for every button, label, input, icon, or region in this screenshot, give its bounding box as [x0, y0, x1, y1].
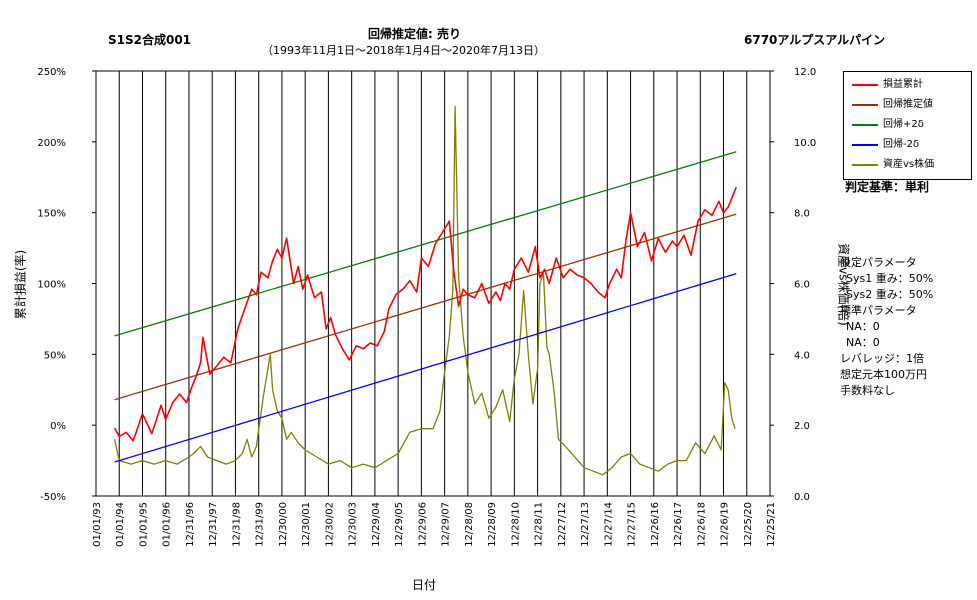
x-tick-label: 12/26/19 — [720, 502, 731, 547]
x-tick-label: 12/29/04 — [371, 502, 382, 547]
param-fee: 手数料なし — [840, 384, 895, 397]
axis-ticks: 01/01/93 01/01/94 01/01/95 01/01/96 12/31/96… — [37, 67, 816, 547]
y-right-tick-label: 10.0 — [794, 138, 816, 149]
series-line — [114, 151, 737, 337]
legend-label: 回帰+2δ — [883, 119, 924, 130]
x-tick-label: 12/30/03 — [348, 502, 359, 547]
series-line — [114, 213, 737, 401]
y-left-tick-label: 0% — [50, 421, 66, 432]
x-tick-label: 12/31/97 — [208, 502, 219, 547]
x-tick-label: 12/31/96 — [185, 502, 196, 547]
judgement-label: 判定基準：単利 — [845, 180, 930, 194]
legend-swatch — [852, 144, 878, 146]
x-tick-label: 01/01/96 — [162, 502, 173, 547]
legend-swatch — [852, 164, 878, 166]
y-right-tick-label: 12.0 — [794, 67, 816, 78]
x-tick-label: 12/26/17 — [673, 502, 684, 547]
x-tick-label: 01/01/93 — [92, 502, 103, 547]
legend-swatch — [852, 104, 878, 106]
y-right-tick-label: 8.0 — [794, 209, 810, 220]
center-title: 回帰推定値: 売り — [368, 27, 461, 41]
y-right-tick-label: 6.0 — [794, 280, 810, 291]
x-tick-label: 12/29/06 — [417, 502, 428, 547]
legend-label: 回帰推定値 — [883, 99, 933, 110]
series-line — [113, 105, 736, 476]
x-tick-label: 12/28/09 — [487, 502, 498, 547]
legend-swatch — [852, 84, 878, 86]
y-right-tick-label: 2.0 — [794, 421, 810, 432]
series-line — [113, 186, 738, 442]
y-left-tick-label: 250% — [37, 67, 66, 78]
x-tick-label: 12/29/05 — [394, 502, 405, 547]
param-na2: NA：0 — [846, 336, 880, 349]
left-title: S1S2合成001 — [108, 33, 192, 47]
y-left-tick-label: 200% — [37, 138, 66, 149]
x-tick-label: 12/31/98 — [231, 502, 242, 547]
series-line — [114, 272, 737, 463]
parameter-panel: 設定パラメータ Sys1 重み：50% Sys2 重み：50% 標準パラメータ … — [840, 255, 933, 399]
param-leverage: レバレッジ：1倍 — [840, 352, 924, 365]
param-na1: NA：0 — [846, 320, 880, 333]
legend-label: 回帰-2δ — [883, 139, 920, 150]
x-tick-label: 01/01/95 — [138, 502, 149, 547]
center-subtitle: （1993年11月1日～2018年1月4日～2020年7月13日） — [262, 44, 545, 57]
y-left-tick-label: 150% — [37, 209, 66, 220]
x-tick-label: 12/30/01 — [301, 502, 312, 547]
x-tick-label: 12/30/00 — [278, 502, 289, 547]
param-sys2: Sys2 重み：50% — [846, 288, 934, 301]
x-axis-label: 日付 — [412, 578, 437, 592]
x-tick-label: 12/25/20 — [743, 502, 754, 547]
y-left-tick-label: -50% — [40, 492, 66, 503]
param-standard-heading: 標準パラメータ — [840, 304, 917, 317]
x-tick-label: 12/28/08 — [464, 502, 475, 547]
x-tick-label: 12/29/07 — [441, 502, 452, 547]
chart-legend: 損益累計 回帰推定値 回帰+2δ 回帰-2δ 資産vs株価 — [843, 71, 972, 180]
param-heading: 設定パラメータ — [840, 256, 917, 269]
legend-label: 資産vs株価 — [883, 159, 935, 170]
param-sys1: Sys1 重み：50% — [846, 272, 934, 285]
x-tick-label: 01/01/94 — [115, 502, 126, 547]
y-right-tick-label: 0.0 — [794, 492, 810, 503]
y-left-tick-label: 100% — [37, 280, 66, 291]
x-tick-label: 12/27/14 — [603, 502, 614, 547]
x-tick-label: 12/26/16 — [650, 502, 661, 547]
x-tick-label: 12/30/02 — [324, 502, 335, 547]
y-left-axis-label: 累計損益(率) — [13, 249, 28, 320]
x-tick-label: 12/28/11 — [534, 502, 545, 547]
grid-lines — [95, 71, 771, 496]
series-lines — [113, 105, 738, 476]
y-left-tick-label: 50% — [44, 350, 66, 361]
x-tick-label: 12/31/99 — [255, 502, 266, 547]
x-tick-label: 12/25/21 — [766, 502, 777, 547]
x-tick-label: 12/26/18 — [696, 502, 707, 547]
param-capital: 想定元本100万円 — [840, 368, 927, 381]
legend-label: 損益累計 — [883, 79, 923, 90]
right-title: 6770アルプスアルパイン — [744, 33, 886, 47]
plot-frame — [95, 70, 771, 497]
x-tick-label: 12/28/10 — [510, 502, 521, 547]
y-right-tick-label: 4.0 — [794, 350, 810, 361]
x-tick-label: 12/27/13 — [580, 502, 591, 547]
legend-swatch — [852, 124, 878, 126]
x-tick-label: 12/27/15 — [627, 502, 638, 547]
x-tick-label: 12/27/12 — [557, 502, 568, 547]
